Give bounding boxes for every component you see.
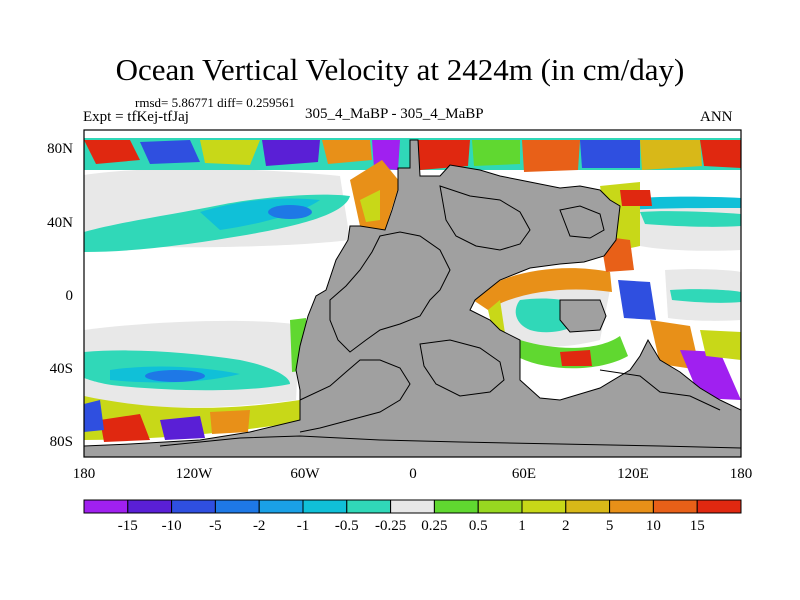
lat-tick-label: 80S: [49, 434, 73, 450]
lon-tick-label: 60W: [290, 466, 320, 482]
center-label: 305_4_MaBP - 305_4_MaBP: [305, 106, 484, 122]
lon-tick-label: 0: [409, 466, 417, 482]
stats-line: rmsd= 5.86771 diff= 0.259561: [135, 95, 295, 110]
contour-region-negative: [84, 400, 104, 432]
colorbar-swatch: [171, 499, 216, 514]
colorbar-tick-label: 1: [518, 518, 526, 534]
coastline-outline: [439, 185, 531, 251]
lat-tick-label: 80N: [47, 141, 73, 157]
contour-region-positive: [560, 350, 592, 366]
colorbar-tick-label: 5: [605, 518, 614, 534]
colorbar-tick-label: -1: [296, 518, 310, 534]
colorbar-tick-label: -10: [161, 518, 182, 534]
colorbar-tick-label: -15: [117, 518, 138, 534]
colorbar-tick-label: 2: [562, 518, 570, 534]
colorbar-swatch: [127, 499, 173, 514]
coastline-outline: [299, 359, 411, 433]
contour-region-positive: [700, 140, 741, 168]
map-panel: [84, 130, 741, 457]
contour-region-positive: [472, 140, 520, 166]
coastline-outline: [159, 435, 741, 449]
contour-region-positive: [522, 140, 580, 172]
contour-region-positive: [360, 190, 380, 222]
colorbar-tick-label: -5: [209, 518, 222, 534]
lat-tick-label: 0: [65, 288, 74, 304]
colorbar: [83, 499, 742, 514]
contour-region-negative: [670, 289, 741, 303]
lon-tick-label: 60E: [511, 466, 537, 482]
colorbar-swatch: [390, 499, 435, 514]
contour-region-positive: [700, 330, 741, 360]
colorbar-tick-label: 0.5: [468, 518, 488, 534]
contour-region-positive: [200, 140, 260, 165]
lon-tick-label: 120E: [617, 466, 649, 482]
contour-region-negative: [640, 211, 741, 227]
lon-tick-label: 180: [729, 466, 753, 482]
lon-tick-label: 180: [72, 466, 96, 482]
contour-region-negative: [580, 140, 640, 168]
coastline-outline: [419, 339, 505, 397]
coastline-outline: [599, 369, 721, 411]
contour-region-negative: [145, 370, 205, 382]
colorbar-tick-label: 10: [645, 518, 661, 534]
colorbar-tick-label: -2: [252, 518, 266, 534]
coastline-outline: [559, 205, 605, 239]
map-frame: [83, 129, 742, 458]
contour-region-positive: [620, 190, 652, 206]
contour-region-positive: [640, 140, 702, 170]
contour-region-positive: [84, 140, 140, 164]
colorbar-swatch: [609, 499, 654, 514]
contour-region-positive: [322, 140, 372, 164]
colorbar-swatch: [214, 499, 260, 514]
colorbar-swatch: [521, 499, 567, 514]
colorbar-swatch: [346, 499, 392, 514]
experiment-label: Expt = tfKej-tfJaj: [83, 109, 189, 125]
season-label: ANN: [700, 109, 733, 125]
colorbar-swatch: [433, 499, 479, 514]
contour-region-negative: [160, 416, 205, 440]
lat-tick-label: 40S: [49, 361, 73, 377]
contour-region-negative: [262, 140, 320, 166]
plot-title: Ocean Vertical Velocity at 2424m (in cm/…: [115, 52, 685, 87]
contour-region-positive: [418, 140, 470, 170]
colorbar-swatch: [302, 499, 348, 514]
contour-region-positive: [210, 410, 250, 434]
colorbar-tick-label: 15: [689, 518, 705, 534]
contour-region-positive: [100, 414, 150, 442]
contour-region-negative: [140, 140, 200, 164]
colorbar-tick-label: 0.25: [421, 518, 448, 534]
colorbar-swatch: [565, 499, 611, 514]
contour-region-negative: [680, 350, 741, 400]
land-mass: [559, 299, 607, 333]
colorbar-swatch: [477, 499, 523, 514]
contour-region-negative: [268, 205, 312, 219]
colorbar-swatch: [258, 499, 304, 514]
colorbar-swatch: [83, 499, 129, 514]
coastline-outline: [329, 231, 451, 353]
colorbar-tick-label: -0.25: [374, 518, 407, 534]
contour-region-negative: [618, 280, 656, 320]
contour-region-positive: [470, 268, 612, 310]
colorbar-swatch: [652, 499, 698, 514]
colorbar-swatch: [696, 499, 742, 514]
lat-tick-label: 40N: [47, 215, 73, 231]
land-mass: [84, 139, 741, 457]
colorbar-tick-label: -0.5: [334, 518, 359, 534]
lon-tick-label: 120W: [175, 466, 213, 482]
